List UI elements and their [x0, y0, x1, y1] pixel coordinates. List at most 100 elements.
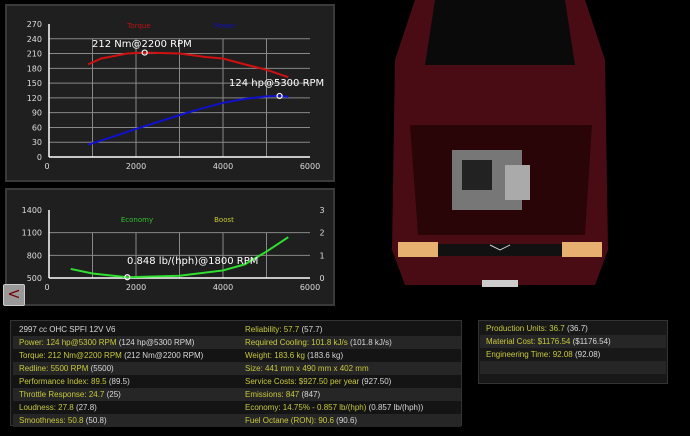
peak-marker [124, 274, 131, 281]
production-stats-panel: Production Units: 36.7 (36.7) Material Co… [478, 320, 668, 384]
legend-power: Power [214, 22, 235, 30]
y-tick-label: 150 [27, 79, 42, 88]
stat-reference: ($1176.54) [570, 337, 611, 346]
stat-label: Material Cost: [486, 337, 538, 346]
stat-reference: (212 Nm@2200 RPM) [121, 351, 204, 360]
y-tick-label: 90 [32, 109, 42, 118]
stat-label: Size: [245, 364, 266, 373]
stat-row: Throttle Response: 24.7 (25) [13, 388, 239, 401]
stat-value: 89.5 [91, 377, 107, 386]
peak-marker [276, 92, 283, 100]
stat-value: 101.8 kJ/s [311, 338, 348, 347]
stat-reference: (92.08) [572, 350, 601, 359]
stat-value: 847 [285, 390, 300, 399]
stat-label: Performance Index: [19, 377, 92, 386]
stat-label: Throttle Response: [19, 390, 89, 399]
stat-row: Engineering Time: 92.08 (92.08) [480, 348, 666, 361]
x-tick-label: 4000 [213, 162, 233, 171]
peak-marker [141, 49, 148, 56]
stat-value: 183.6 kg [274, 351, 305, 360]
stat-row: Size: 441 mm x 490 mm x 402 mm [239, 362, 461, 375]
stat-label: Required Cooling: [245, 338, 312, 347]
stat-reference: (25) [104, 390, 121, 399]
stat-row: 2997 cc OHC SPFI 12V V6 [13, 323, 239, 336]
stat-reference: (927.50) [359, 377, 392, 386]
stat-value: 57.7 [283, 325, 300, 334]
y-tick-label: 1100 [22, 229, 42, 238]
stat-label: Engineering Time: [486, 350, 553, 359]
legend-economy: Economy [121, 216, 153, 224]
y2-tick-label: 3 [319, 206, 324, 215]
stat-row: Required Cooling: 101.8 kJ/s (101.8 kJ/s… [239, 336, 461, 349]
stat-row: Material Cost: $1176.54 ($1176.54) [480, 335, 666, 348]
stat-value: 212 Nm@2200 RPM [47, 351, 122, 360]
stat-label: Torque: [19, 351, 48, 360]
stat-reference: (90.6) [333, 416, 358, 425]
stat-label: Economy: [245, 403, 283, 412]
stat-row: Torque: 212 Nm@2200 RPM (212 Nm@2200 RPM… [13, 349, 239, 362]
stat-reference: (57.7) [299, 325, 323, 334]
stat-value: 5500 RPM [50, 364, 89, 373]
stat-row: Economy: 14.75% - 0.857 lb/(hph) (0.857 … [239, 401, 461, 414]
stat-label: 2997 cc OHC SPFI 12V V6 [19, 325, 116, 334]
stat-reference: (0.857 lb/(hph)) [366, 403, 424, 412]
legend-torque: Torque [126, 22, 150, 30]
stat-reference: (27.8) [73, 403, 97, 412]
x-tick-label: 0 [44, 283, 49, 292]
stat-row: Weight: 183.6 kg (183.6 kg) [239, 349, 461, 362]
y-tick-label: 500 [27, 274, 42, 283]
stat-value: 14.75% - 0.857 lb/(hph) [282, 403, 367, 412]
series-line-power [87, 94, 289, 146]
stat-label: Emissions: [245, 390, 286, 399]
engine-stats-panel: 2997 cc OHC SPFI 12V V6 Power: 124 hp@530… [10, 320, 462, 427]
y-tick-label: 800 [27, 251, 42, 260]
stat-value: $927.50 per year [298, 377, 360, 386]
legend-boost: Boost [214, 216, 234, 224]
stat-value: 36.7 [549, 324, 565, 333]
stat-row: Reliability: 57.7 (57.7) [239, 323, 461, 336]
back-button[interactable]: < [3, 284, 25, 306]
stat-label: Service Costs: [245, 377, 299, 386]
y2-tick-label: 0 [319, 274, 324, 283]
stat-row [480, 361, 666, 374]
torque-peak-label: 212 Nm@2200 RPM [92, 39, 192, 50]
stat-label: Reliability: [245, 325, 284, 334]
stat-row: Production Units: 36.7 (36.7) [480, 322, 666, 335]
series-line-economy [70, 236, 289, 279]
x-tick-label: 4000 [213, 283, 233, 292]
stat-reference: (89.5) [106, 377, 130, 386]
stat-label: Weight: [245, 351, 275, 360]
stat-row: Smoothness: 50.8 (50.8) [13, 414, 239, 427]
economy-chart-panel: 500 800 1100 1400 0 1 2 3 0 2000 4000 6000 Economy Bo… [5, 188, 335, 306]
stat-label: Loudness: [19, 403, 59, 412]
y-tick-label: 270 [27, 20, 42, 29]
y-tick-label: 120 [27, 94, 42, 103]
y-tick-label: 180 [27, 64, 42, 73]
x-tick-label: 2000 [126, 283, 146, 292]
power-peak-label: 124 hp@5300 RPM [229, 78, 324, 89]
car-engine-view [392, 0, 608, 287]
y-tick-label: 60 [32, 123, 42, 132]
stat-reference: (50.8) [83, 416, 107, 425]
stat-value: 50.8 [67, 416, 84, 425]
stat-value: $1176.54 [537, 337, 571, 346]
y-tick-label: 0 [37, 153, 42, 162]
stat-row: Power: 124 hp@5300 RPM (124 hp@5300 RPM) [13, 336, 239, 349]
y2-tick-label: 2 [319, 229, 324, 238]
power-torque-chart: 0 30 60 90 120 150 180 210 240 270 0 2000 4000 6000 To… [27, 20, 324, 171]
x-tick-label: 6000 [300, 283, 320, 292]
stat-row: Performance Index: 89.5 (89.5) [13, 375, 239, 388]
stat-reference: (36.7) [564, 324, 588, 333]
stat-value: 441 mm x 490 mm x 402 mm [265, 364, 369, 373]
y-tick-label: 30 [32, 138, 42, 147]
y-tick-label: 240 [27, 35, 42, 44]
series-line-torque [87, 51, 289, 79]
stat-reference: (101.8 kJ/s) [347, 338, 392, 347]
stat-label: Smoothness: [19, 416, 68, 425]
stat-value: 27.8 [58, 403, 74, 412]
stat-label: Power: [19, 338, 47, 347]
x-tick-label: 0 [44, 162, 49, 171]
y-tick-label: 210 [27, 50, 42, 59]
x-tick-label: 2000 [126, 162, 146, 171]
stat-reference: (124 hp@5300 RPM) [116, 338, 195, 347]
